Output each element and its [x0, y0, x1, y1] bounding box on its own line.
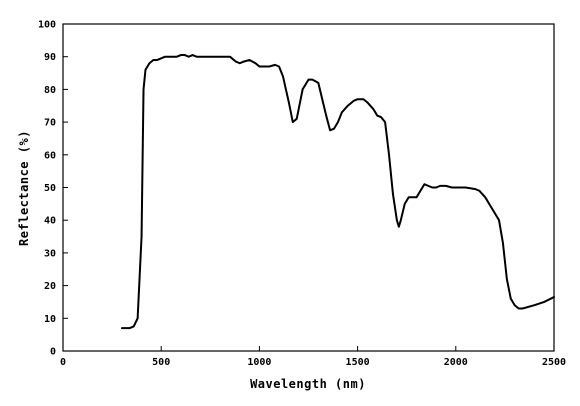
x-tick-label: 1000	[247, 357, 271, 368]
reflectance-series-line	[120, 54, 555, 330]
y-tick-label: 0	[50, 347, 56, 358]
y-tick-label: 80	[44, 85, 56, 96]
plot-frame	[62, 23, 555, 352]
y-tick-label: 100	[38, 20, 56, 31]
y-tick-label: 70	[44, 118, 56, 129]
y-tick-label: 40	[44, 216, 56, 227]
y-axis-title: Reflectance (%)	[17, 130, 31, 246]
y-tick-label: 60	[44, 150, 56, 161]
x-tick-label: 2000	[444, 357, 468, 368]
y-tick-label: 90	[44, 52, 56, 63]
x-tick-label: 500	[152, 357, 170, 368]
x-tick-label: 1500	[346, 357, 370, 368]
x-tick-label: 2500	[542, 357, 566, 368]
y-tick-label: 20	[44, 281, 56, 292]
ticks-layer: 0 500 1000 1500 2000 2500 0 10 20 30 40 50 60 70 80 90 1…	[38, 20, 566, 369]
y-tick-label: 10	[44, 314, 56, 325]
x-axis-title: Wavelength (nm)	[250, 377, 366, 391]
y-tick-label: 30	[44, 248, 56, 259]
y-tick-label: 50	[44, 183, 56, 194]
x-tick-label: 0	[60, 357, 66, 368]
